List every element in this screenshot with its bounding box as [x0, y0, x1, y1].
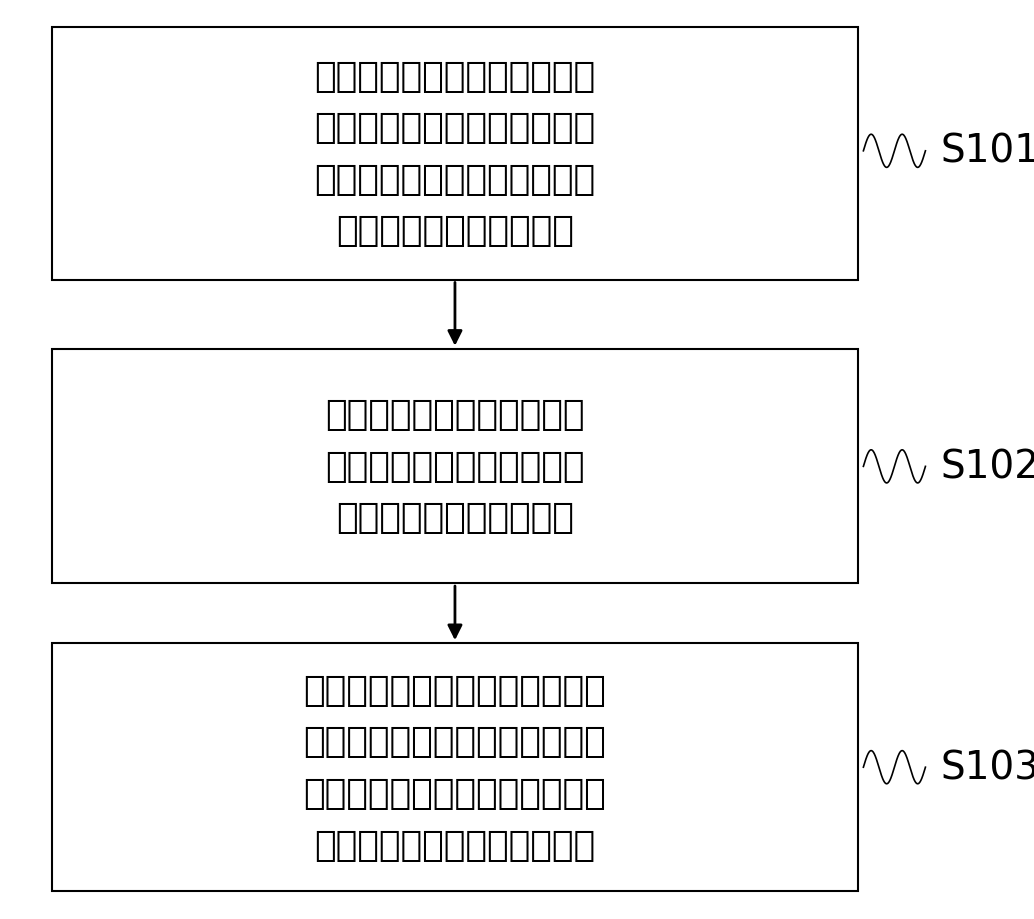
Bar [52, 28, 858, 280]
Text: S102: S102 [941, 448, 1034, 486]
Text: 服务器对各业务的不同绑定关
系进行多业务套餐配置，得到
各业务套餐及相对应的套餐资
费信息并存储在数据库中: 服务器对各业务的不同绑定关 系进行多业务套餐配置，得到 各业务套餐及相对应的套餐… [314, 60, 596, 248]
Text: S103: S103 [941, 748, 1034, 787]
Text: 上网设备将业务套餐发送给服务
器，服务器根据业务套餐在数据
库中找到对应的套餐资费信息，
再根据套餐资费信息进行计费: 上网设备将业务套餐发送给服务 器，服务器根据业务套餐在数据 库中找到对应的套餐资… [304, 673, 606, 862]
Text: 用户端接入网络时，上网设
备识别并分析用户端使用的
业务得到相应的业务套餐: 用户端接入网络时，上网设 备识别并分析用户端使用的 业务得到相应的业务套餐 [326, 398, 584, 535]
Text: S101: S101 [941, 132, 1034, 171]
Bar [52, 643, 858, 891]
Bar [52, 349, 858, 584]
